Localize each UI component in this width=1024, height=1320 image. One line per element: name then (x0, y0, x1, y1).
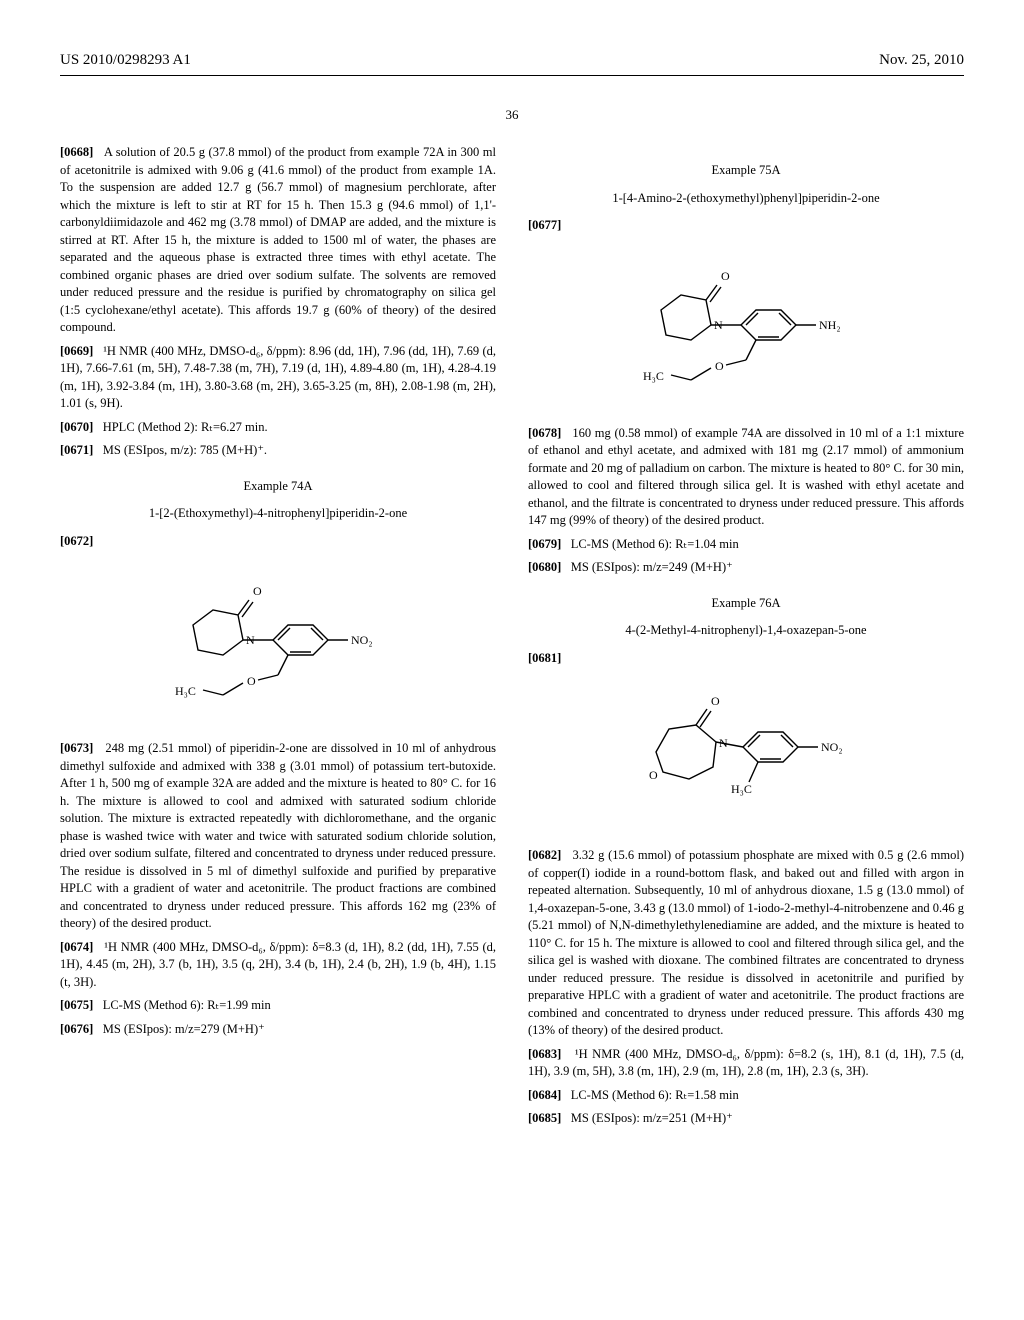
paragraph-number: [0672] (60, 534, 93, 548)
paragraph-number: [0677] (528, 218, 561, 232)
paragraph-0679: [0679] LC-MS (Method 6): Rₜ=1.04 min (528, 536, 964, 554)
paragraph-number: [0678] (528, 426, 561, 440)
paragraph-number: [0671] (60, 443, 93, 457)
structure-74a: O N NO₂ O H₃C (60, 570, 496, 720)
paragraph-text: ¹H NMR (400 MHz, DMSO-d₆, δ/ppm): 8.96 (… (60, 344, 496, 411)
page-header: US 2010/0298293 A1 Nov. 25, 2010 (60, 50, 964, 76)
paragraph-0668: [0668] A solution of 20.5 g (37.8 mmol) … (60, 144, 496, 337)
paragraph-number: [0670] (60, 420, 93, 434)
nitrogen-label: N (719, 736, 728, 750)
nitrogen-label: N (246, 633, 255, 647)
paragraph-text: HPLC (Method 2): Rₜ=6.27 min. (103, 420, 268, 434)
paragraph-0681: [0681] (528, 650, 964, 668)
paragraph-text: MS (ESIpos): m/z=249 (M+H)⁺ (571, 560, 733, 574)
paragraph-number: [0680] (528, 560, 561, 574)
paragraph-0684: [0684] LC-MS (Method 6): Rₜ=1.58 min (528, 1087, 964, 1105)
paragraph-0675: [0675] LC-MS (Method 6): Rₜ=1.99 min (60, 997, 496, 1015)
paragraph-0685: [0685] MS (ESIpos): m/z=251 (M+H)⁺ (528, 1110, 964, 1128)
paragraph-number: [0681] (528, 651, 561, 665)
no2-label: NO₂ (351, 633, 373, 647)
two-column-body: [0668] A solution of 20.5 g (37.8 mmol) … (60, 144, 964, 1134)
nitrogen-label: N (714, 318, 723, 332)
paragraph-0680: [0680] MS (ESIpos): m/z=249 (M+H)⁺ (528, 559, 964, 577)
patent-number: US 2010/0298293 A1 (60, 50, 191, 71)
paragraph-number: [0668] (60, 145, 93, 159)
publication-date: Nov. 25, 2010 (879, 50, 964, 71)
h3c-label: H₃C (731, 782, 752, 796)
paragraph-text: 160 mg (0.58 mmol) of example 74A are di… (528, 426, 964, 528)
paragraph-number: [0683] (528, 1047, 561, 1061)
oxygen-label: O (649, 768, 658, 782)
paragraph-0671: [0671] MS (ESIpos, m/z): 785 (M+H)⁺. (60, 442, 496, 460)
paragraph-0669: [0669] ¹H NMR (400 MHz, DMSO-d₆, δ/ppm):… (60, 343, 496, 413)
example-76a-title: Example 76A (528, 595, 964, 613)
nh2-label: NH₂ (819, 318, 841, 332)
paragraph-0678: [0678] 160 mg (0.58 mmol) of example 74A… (528, 425, 964, 530)
oxygen-label: O (721, 269, 730, 283)
paragraph-number: [0676] (60, 1022, 93, 1036)
paragraph-0673: [0673] 248 mg (2.51 mmol) of piperidin-2… (60, 740, 496, 933)
oxygen-label: O (711, 694, 720, 708)
paragraph-text: LC-MS (Method 6): Rₜ=1.58 min (571, 1088, 739, 1102)
paragraph-text: LC-MS (Method 6): Rₜ=1.04 min (571, 537, 739, 551)
paragraph-0682: [0682] 3.32 g (15.6 mmol) of potassium p… (528, 847, 964, 1040)
paragraph-number: [0684] (528, 1088, 561, 1102)
oxygen-label: O (253, 584, 262, 598)
oxygen-label: O (715, 359, 724, 373)
paragraph-number: [0674] (60, 940, 93, 954)
paragraph-text: MS (ESIpos): m/z=251 (M+H)⁺ (571, 1111, 733, 1125)
page-number: 36 (60, 106, 964, 124)
paragraph-text: MS (ESIpos): m/z=279 (M+H)⁺ (103, 1022, 265, 1036)
paragraph-0672: [0672] (60, 533, 496, 551)
paragraph-text: ¹H NMR (400 MHz, DMSO-d₆, δ/ppm): δ=8.2 … (528, 1047, 964, 1079)
example-75a-name: 1-[4-Amino-2-(ethoxymethyl)phenyl]piperi… (528, 190, 964, 208)
example-74a-title: Example 74A (60, 478, 496, 496)
paragraph-0683: [0683] ¹H NMR (400 MHz, DMSO-d₆, δ/ppm):… (528, 1046, 964, 1081)
example-74a-name: 1-[2-(Ethoxymethyl)-4-nitrophenyl]piperi… (60, 505, 496, 523)
h3c-label: H₃C (643, 369, 664, 383)
h3c-label: H₃C (175, 684, 196, 698)
structure-75a: O N NH₂ O H₃C (528, 255, 964, 405)
paragraph-number: [0682] (528, 848, 561, 862)
structure-76a: O O N NO₂ H₃C (528, 687, 964, 827)
paragraph-number: [0673] (60, 741, 93, 755)
paragraph-number: [0675] (60, 998, 93, 1012)
paragraph-0674: [0674] ¹H NMR (400 MHz, DMSO-d₆, δ/ppm):… (60, 939, 496, 992)
paragraph-0670: [0670] HPLC (Method 2): Rₜ=6.27 min. (60, 419, 496, 437)
paragraph-number: [0679] (528, 537, 561, 551)
oxygen-label: O (247, 674, 256, 688)
paragraph-text: 3.32 g (15.6 mmol) of potassium phosphat… (528, 848, 964, 1037)
paragraph-number: [0669] (60, 344, 93, 358)
paragraph-text: A solution of 20.5 g (37.8 mmol) of the … (60, 145, 496, 334)
paragraph-text: MS (ESIpos, m/z): 785 (M+H)⁺. (103, 443, 267, 457)
paragraph-text: ¹H NMR (400 MHz, DMSO-d₆, δ/ppm): δ=8.3 … (60, 940, 496, 989)
paragraph-text: LC-MS (Method 6): Rₜ=1.99 min (103, 998, 271, 1012)
paragraph-0677: [0677] (528, 217, 964, 235)
paragraph-0676: [0676] MS (ESIpos): m/z=279 (M+H)⁺ (60, 1021, 496, 1039)
paragraph-text: 248 mg (2.51 mmol) of piperidin-2-one ar… (60, 741, 496, 930)
paragraph-number: [0685] (528, 1111, 561, 1125)
example-75a-title: Example 75A (528, 162, 964, 180)
example-76a-name: 4-(2-Methyl-4-nitrophenyl)-1,4-oxazepan-… (528, 622, 964, 640)
no2-label: NO₂ (821, 740, 843, 754)
